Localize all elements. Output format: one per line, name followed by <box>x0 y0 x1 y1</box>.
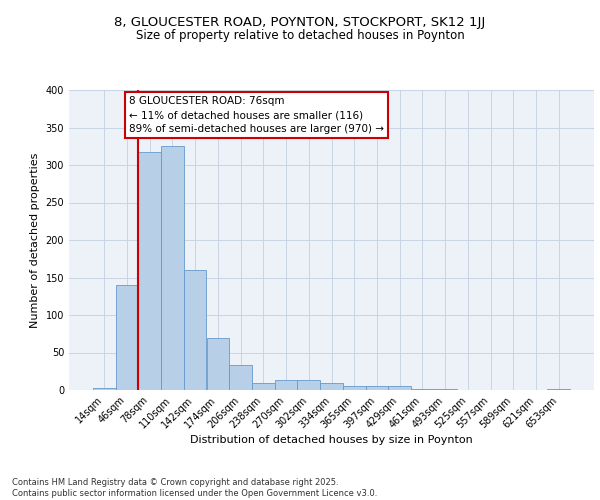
Bar <box>343 386 365 390</box>
Bar <box>320 382 343 390</box>
X-axis label: Distribution of detached houses by size in Poynton: Distribution of detached houses by size … <box>190 436 473 446</box>
Bar <box>161 146 184 390</box>
Bar <box>275 380 298 390</box>
Bar <box>411 389 434 390</box>
Bar <box>116 285 139 390</box>
Bar <box>388 386 411 390</box>
Bar <box>184 270 206 390</box>
Bar <box>206 338 229 390</box>
Text: 8 GLOUCESTER ROAD: 76sqm
← 11% of detached houses are smaller (116)
89% of semi-: 8 GLOUCESTER ROAD: 76sqm ← 11% of detach… <box>129 96 384 134</box>
Text: 8, GLOUCESTER ROAD, POYNTON, STOCKPORT, SK12 1JJ: 8, GLOUCESTER ROAD, POYNTON, STOCKPORT, … <box>115 16 485 29</box>
Bar <box>229 364 252 390</box>
Bar <box>365 386 388 390</box>
Text: Size of property relative to detached houses in Poynton: Size of property relative to detached ho… <box>136 29 464 42</box>
Text: Contains HM Land Registry data © Crown copyright and database right 2025.
Contai: Contains HM Land Registry data © Crown c… <box>12 478 377 498</box>
Y-axis label: Number of detached properties: Number of detached properties <box>30 152 40 328</box>
Bar <box>547 388 570 390</box>
Bar <box>298 380 320 390</box>
Bar <box>434 388 457 390</box>
Bar <box>252 382 275 390</box>
Bar <box>139 152 161 390</box>
Bar <box>93 388 116 390</box>
